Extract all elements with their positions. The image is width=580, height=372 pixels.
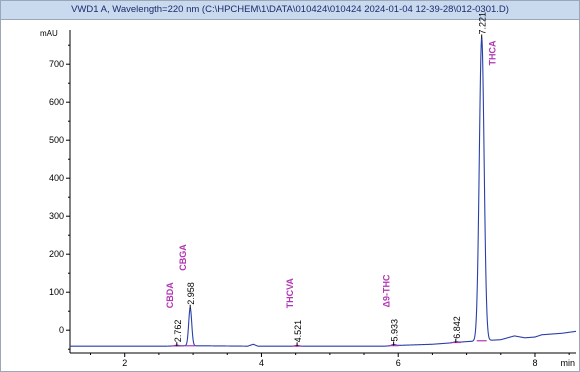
y-tick-label: 400 [49,173,64,183]
peak-retention-time: 5.933 [390,319,400,342]
chromatogram-trace [70,37,577,347]
peak-retention-time: 7.221 [478,12,488,35]
y-tick-label: 500 [49,135,64,145]
compound-label: Δ9-THC [382,274,392,307]
trace-layer [70,37,577,347]
y-tick-label: 300 [49,211,64,221]
compound-label: THCA [488,40,498,65]
y-tick-label: 700 [49,59,64,69]
y-axis-unit-label: mAU [40,29,58,38]
signal-title-bar: VWD1 A, Wavelength=220 nm (C:\HPCHEM\1\D… [1,1,579,20]
x-tick-label: 4 [259,358,264,368]
peak-labels: 2.762 CBDA 2.958 CBGA 4.521 THCVA 5.933 Δ9-THC 6… [165,12,498,347]
y-tick-label: 600 [49,97,64,107]
y-tick-label: 100 [49,287,64,297]
x-axis-unit-label: min [560,358,575,368]
peak-retention-time: 2.958 [186,282,196,305]
peak-retention-time: 4.521 [293,320,303,343]
y-tick-label: 0 [59,325,64,335]
y-tick-label: 200 [49,249,64,259]
x-tick-label: 8 [532,358,537,368]
compound-label: CBDA [165,282,175,308]
peak-retention-time: 2.762 [173,320,183,343]
peak-retention-time: 6.842 [452,316,462,339]
x-tick-label: 6 [396,358,401,368]
plot-axes: mAU 0 100 200 300 400 500 600 700 2 4 6 8 min [40,29,576,368]
compound-label: THCVA [285,278,295,309]
x-tick-label: 2 [122,358,127,368]
compound-label: CBGA [178,244,188,271]
